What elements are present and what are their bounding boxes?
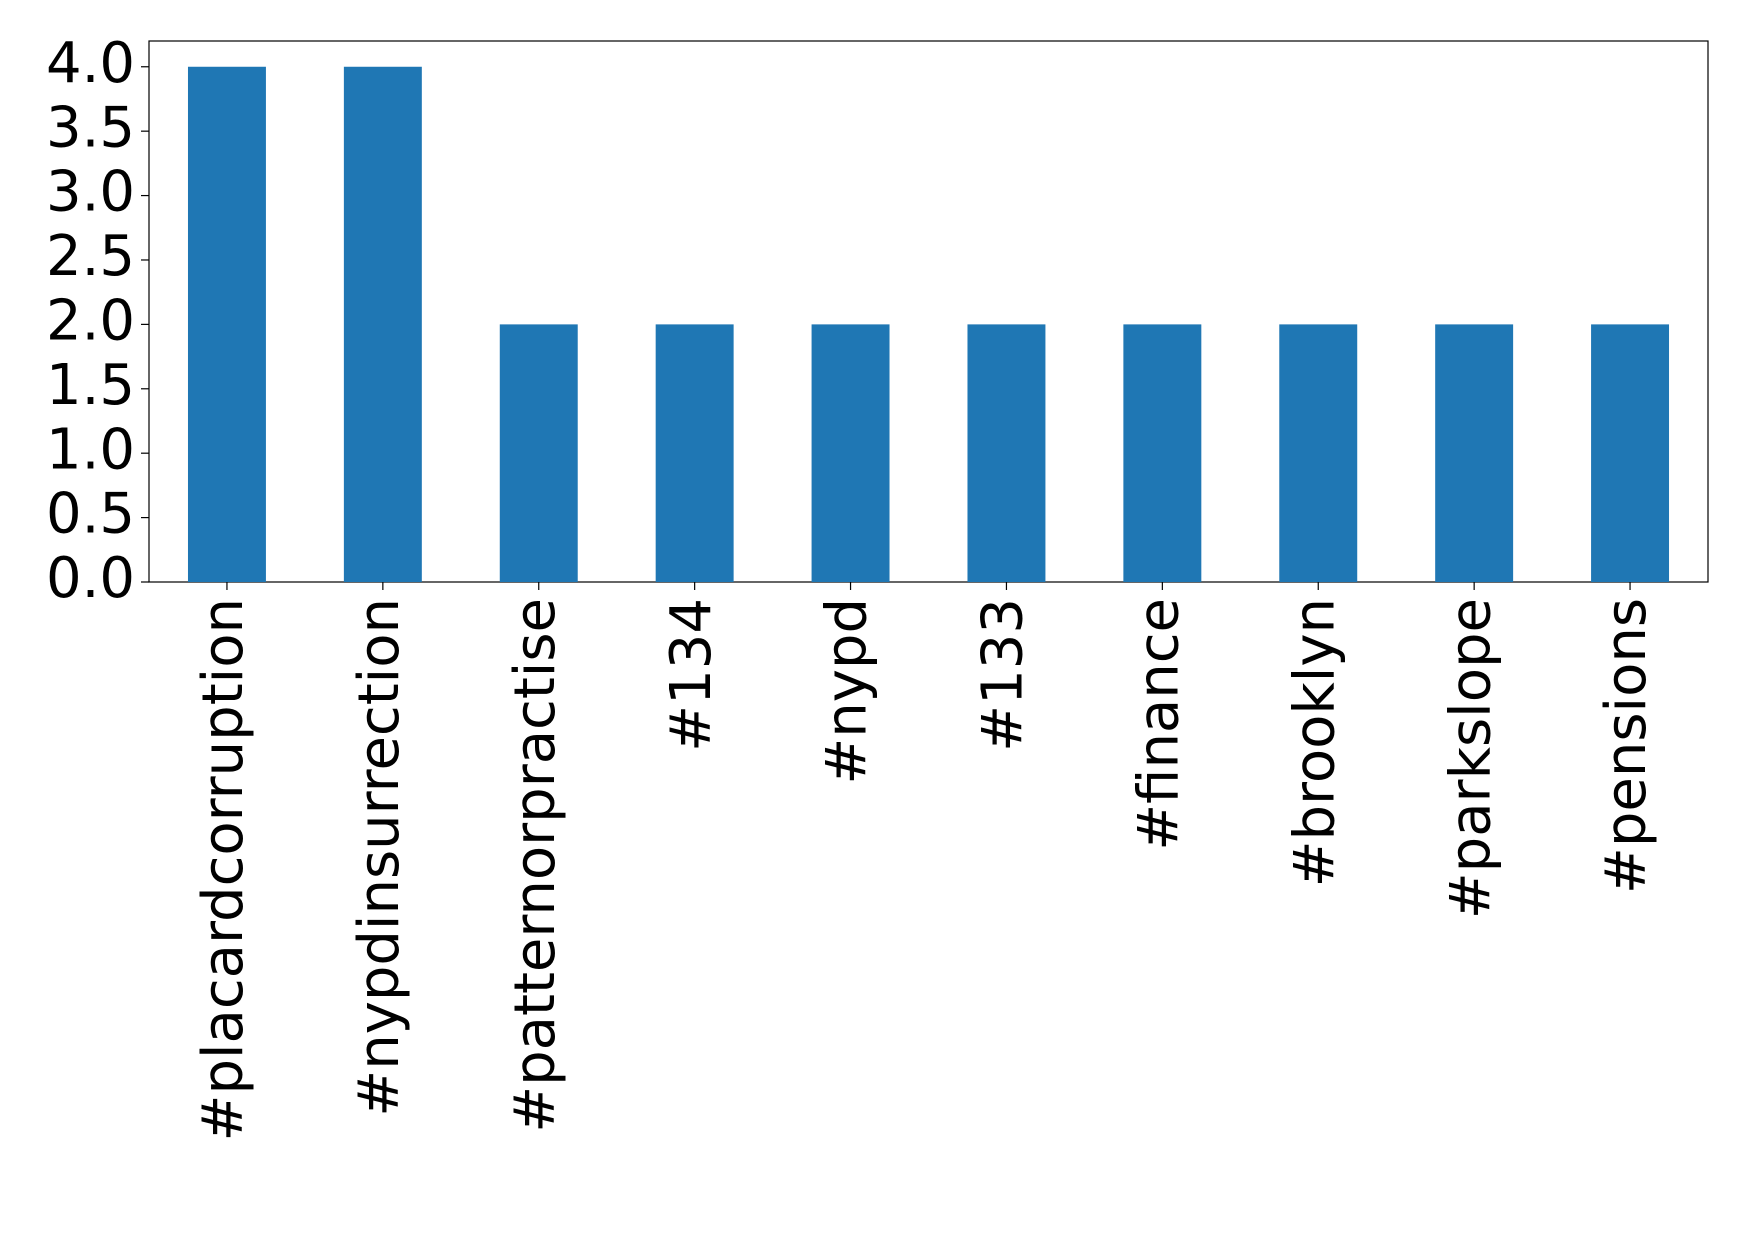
bar xyxy=(1435,324,1514,582)
y-tick-label: 4.0 xyxy=(46,31,135,96)
x-tick-label: #finance xyxy=(1126,598,1191,851)
bar xyxy=(1279,324,1358,582)
x-tick-label: #patternorpractise xyxy=(503,598,568,1133)
x-tick-label: #pensions xyxy=(1594,598,1659,894)
y-tick-label: 0.5 xyxy=(46,482,135,547)
bar xyxy=(187,66,266,582)
x-tick-label: #nypdinsurrection xyxy=(347,598,412,1117)
bar xyxy=(811,324,890,582)
bar xyxy=(1591,324,1670,582)
y-tick-label: 0.0 xyxy=(46,546,135,611)
y-tick-label: 2.5 xyxy=(46,224,135,289)
y-tick-label: 3.5 xyxy=(46,95,135,160)
plot-frame xyxy=(148,40,1709,583)
x-tick-label: #placardcorruption xyxy=(191,598,256,1141)
y-tick-label: 1.5 xyxy=(46,353,135,418)
x-tick-label: #134 xyxy=(659,598,724,752)
bar xyxy=(499,324,578,582)
y-tick-label: 1.0 xyxy=(46,417,135,482)
x-tick-label: #parkslope xyxy=(1438,598,1503,919)
bar xyxy=(343,66,422,582)
x-tick-label: #nypd xyxy=(815,598,880,785)
bar xyxy=(655,324,734,582)
y-tick-label: 2.0 xyxy=(46,289,135,354)
y-tick-label: 3.0 xyxy=(46,160,135,225)
bar xyxy=(1123,324,1202,582)
x-tick-label: #brooklyn xyxy=(1282,598,1347,887)
bar xyxy=(967,324,1046,582)
x-tick-label: #133 xyxy=(971,598,1036,752)
